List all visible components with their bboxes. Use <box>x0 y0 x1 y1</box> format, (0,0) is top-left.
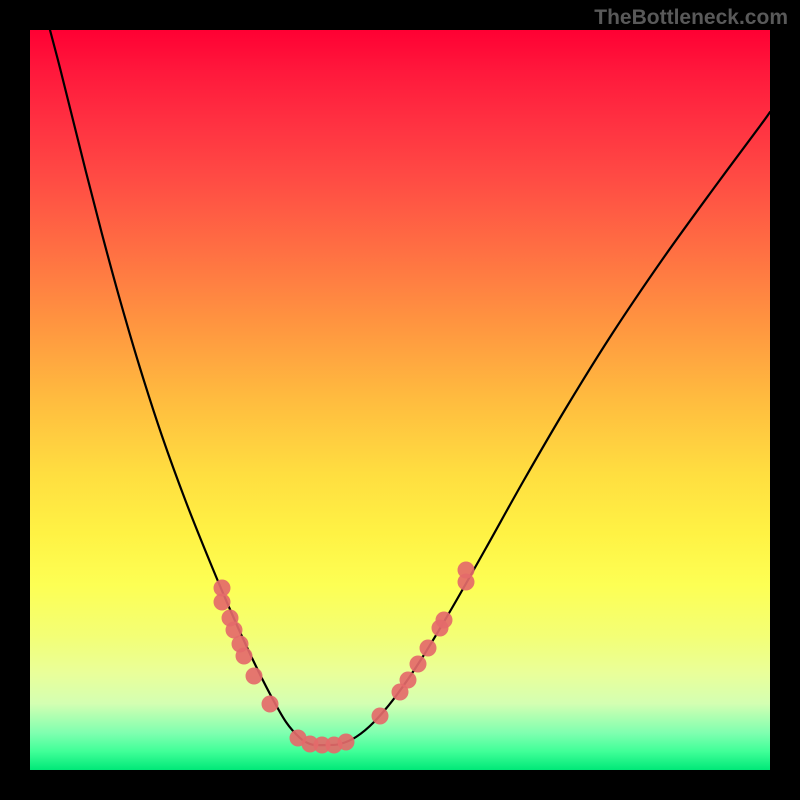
marker-dot <box>236 648 253 665</box>
chart-frame: TheBottleneck.com <box>0 0 800 800</box>
watermark-text: TheBottleneck.com <box>594 6 788 30</box>
marker-dot <box>214 594 231 611</box>
marker-dot <box>246 668 263 685</box>
marker-dot <box>458 562 475 579</box>
marker-dot <box>338 734 355 751</box>
gradient-panel <box>30 30 770 770</box>
marker-dot <box>372 708 389 725</box>
marker-dot <box>436 612 453 629</box>
marker-dot <box>262 696 279 713</box>
marker-dot <box>400 672 417 689</box>
marker-dot <box>420 640 437 657</box>
marker-dot <box>410 656 427 673</box>
bottleneck-chart <box>0 0 800 800</box>
